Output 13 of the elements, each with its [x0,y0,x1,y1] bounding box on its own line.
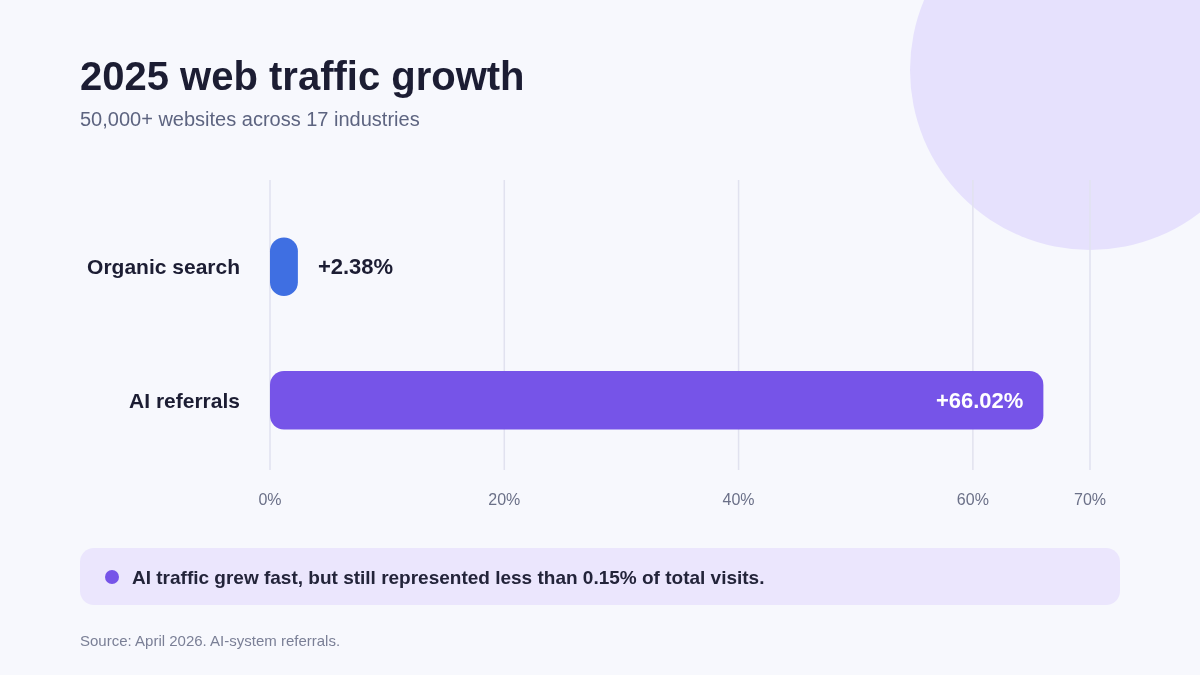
data-label: +2.38% [317,254,394,280]
x-tick-label: 70% [1073,491,1107,508]
chart-subtitle: 50,000+ websites across 17 industries [80,108,420,130]
source-note: Source: April 2026. AI-system referrals. [80,632,341,649]
y-tick-label: Organic search [87,255,240,279]
x-tick-label: 40% [722,491,755,508]
x-tick-label: 60% [956,491,989,508]
x-tick-label: 20% [488,491,521,508]
x-tick-label: 0% [258,491,282,508]
y-tick-label: AI referrals [129,388,240,412]
chart-title: 2025 web traffic growth [80,54,525,98]
text: AI traffic grew fast, but still represented less than 0.15% of total visits. [132,566,765,588]
data-label: +66.02% [935,387,1024,413]
